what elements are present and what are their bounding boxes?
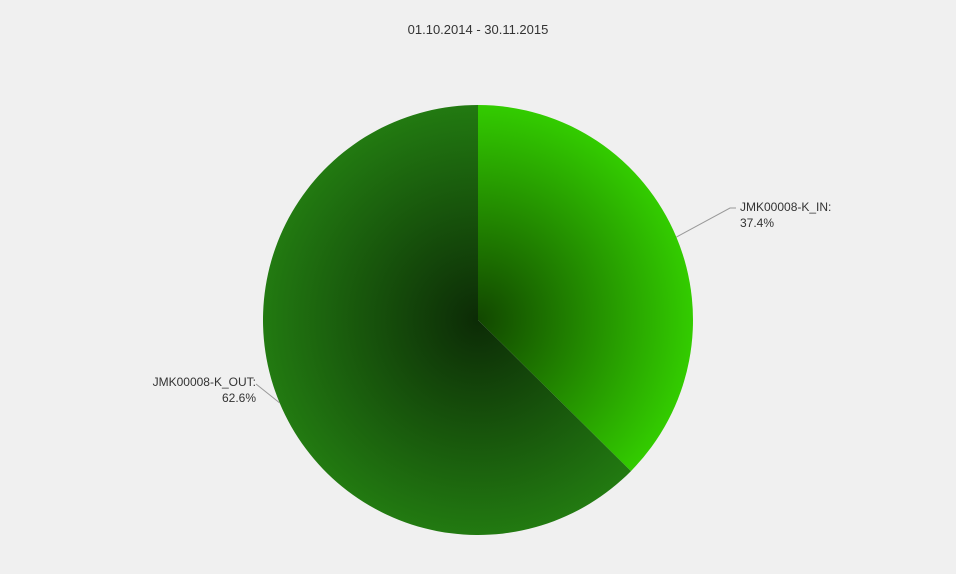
- slice-label-value: 37.4%: [740, 216, 831, 232]
- slice-label-value: 62.6%: [150, 391, 256, 407]
- slice-label-in: JMK00008-K_IN:37.4%: [740, 200, 831, 231]
- leader-line-in: [676, 208, 736, 237]
- pie-chart-svg: [0, 0, 956, 574]
- slice-label-name: JMK00008-K_IN:: [740, 200, 831, 216]
- slice-label-out: JMK00008-K_OUT:62.6%: [150, 375, 256, 406]
- pie-chart-container: 01.10.2014 - 30.11.2015 JMK00008-K_IN:37…: [0, 0, 956, 574]
- slice-label-name: JMK00008-K_OUT:: [150, 375, 256, 391]
